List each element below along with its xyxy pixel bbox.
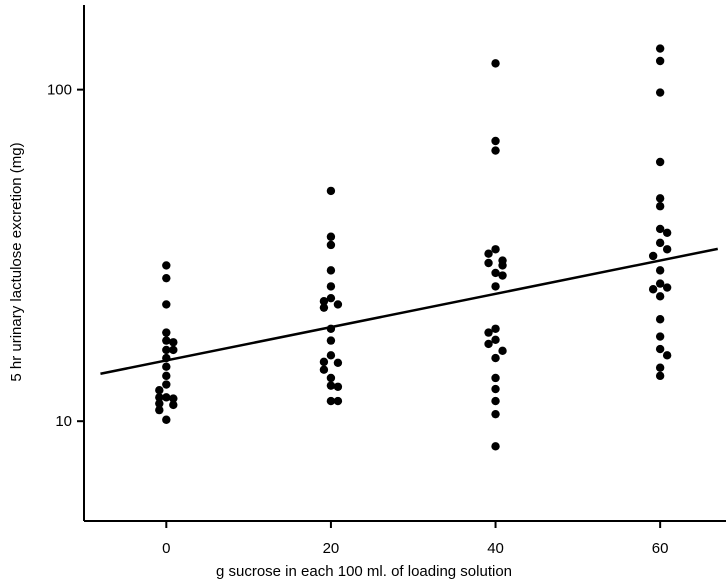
data-point xyxy=(326,373,336,383)
data-point xyxy=(169,345,178,355)
data-point xyxy=(655,371,665,381)
data-point xyxy=(491,384,500,394)
data-point xyxy=(162,393,171,402)
regression-line xyxy=(100,247,719,375)
data-point xyxy=(326,336,336,345)
data-point xyxy=(491,396,500,406)
x-tick-label: 20 xyxy=(323,540,340,557)
data-point xyxy=(162,300,171,309)
data-point xyxy=(498,261,507,270)
data-point xyxy=(655,44,665,53)
data-point xyxy=(655,332,665,341)
data-point xyxy=(162,415,171,424)
data-point xyxy=(648,251,658,261)
plot-frame xyxy=(83,5,726,522)
data-point xyxy=(333,396,343,406)
data-point xyxy=(655,56,665,66)
data-point xyxy=(484,339,493,349)
data-point xyxy=(319,297,329,306)
y-axis-title: 5 hr urinary lactulose excretion (mg) xyxy=(8,142,25,381)
data-point xyxy=(169,338,178,347)
data-point xyxy=(498,271,507,280)
data-point xyxy=(326,186,336,196)
data-point xyxy=(655,315,665,324)
data-point xyxy=(484,258,493,268)
x-axis-title: g sucrose in each 100 ml. of loading sol… xyxy=(216,563,512,580)
data-point xyxy=(162,380,171,389)
data-point xyxy=(662,228,672,238)
data-point xyxy=(326,282,336,291)
data-point xyxy=(162,345,171,355)
data-point xyxy=(655,238,665,248)
data-point xyxy=(498,346,507,356)
data-point xyxy=(155,405,164,415)
data-point xyxy=(169,394,178,403)
data-point xyxy=(491,245,500,254)
data-point xyxy=(491,282,500,291)
data-point xyxy=(326,396,336,406)
data-point xyxy=(655,224,665,234)
data-point xyxy=(655,344,665,354)
data-point xyxy=(162,336,171,345)
data-point xyxy=(326,240,336,250)
y-axis-ticks: 10 100 xyxy=(47,82,84,430)
x-tick-label: 40 xyxy=(487,540,504,557)
data-point xyxy=(319,303,329,312)
data-point xyxy=(491,268,500,278)
data-point xyxy=(491,324,500,333)
data-point xyxy=(326,266,336,275)
data-point xyxy=(155,399,164,408)
data-point xyxy=(655,157,665,167)
data-point xyxy=(662,283,672,292)
data-point xyxy=(655,363,665,372)
data-point xyxy=(655,88,665,97)
data-point xyxy=(484,328,493,337)
data-point xyxy=(162,353,171,363)
data-point xyxy=(319,365,329,374)
data-point xyxy=(155,386,164,395)
data-point xyxy=(155,393,164,402)
data-point xyxy=(333,300,343,309)
x-axis-ticks: 0 20 40 60 xyxy=(162,521,668,557)
data-point xyxy=(655,292,665,301)
data-point xyxy=(333,382,343,391)
data-point xyxy=(491,59,500,68)
y-tick-label: 100 xyxy=(47,82,72,99)
data-point xyxy=(333,358,343,368)
data-point xyxy=(491,335,500,344)
data-points xyxy=(155,44,672,451)
data-point xyxy=(655,202,665,211)
data-point xyxy=(326,232,336,241)
data-point xyxy=(169,400,178,410)
data-point xyxy=(326,351,336,360)
data-point xyxy=(162,362,171,371)
data-point xyxy=(162,328,171,337)
x-tick-label: 0 xyxy=(162,540,170,557)
data-point xyxy=(162,371,171,381)
data-point xyxy=(491,409,500,419)
data-point xyxy=(491,442,500,451)
data-point xyxy=(491,353,500,363)
data-point xyxy=(655,194,665,203)
data-point xyxy=(162,273,171,283)
data-point xyxy=(326,324,336,333)
data-point xyxy=(162,261,171,270)
data-point xyxy=(655,266,665,275)
data-point xyxy=(484,249,493,258)
data-point xyxy=(326,381,336,390)
data-point xyxy=(662,245,672,254)
data-point xyxy=(491,146,500,155)
data-point xyxy=(326,293,336,303)
data-point xyxy=(319,357,329,367)
data-point xyxy=(662,351,672,360)
data-point xyxy=(655,279,665,288)
data-point xyxy=(491,373,500,383)
y-tick-label: 10 xyxy=(55,413,72,430)
data-point xyxy=(648,285,658,294)
data-point xyxy=(491,136,500,146)
x-tick-label: 60 xyxy=(652,540,669,557)
